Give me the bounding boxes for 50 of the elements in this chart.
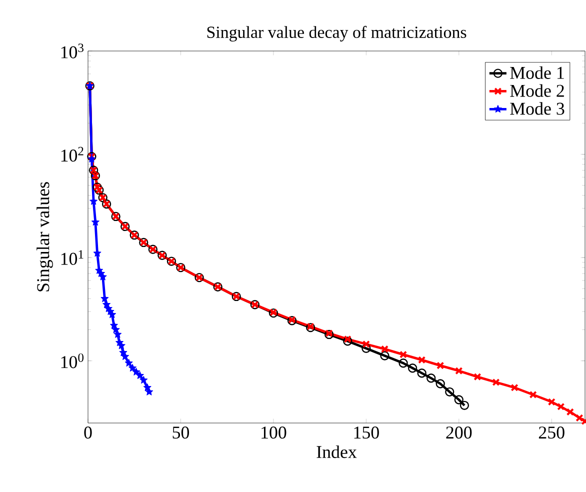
point — [455, 367, 463, 375]
point — [454, 395, 464, 404]
point — [344, 335, 352, 344]
x-tick-label: 0 — [84, 426, 92, 439]
point — [408, 364, 418, 373]
point — [114, 330, 122, 338]
point — [124, 358, 133, 367]
point — [140, 376, 148, 384]
point — [510, 384, 518, 392]
y-axis-title: Singular values — [36, 182, 53, 292]
point — [380, 351, 390, 360]
chart-title: Singular value decay of matricizations — [207, 26, 466, 42]
point — [343, 336, 352, 346]
point — [399, 350, 408, 358]
point — [98, 272, 107, 280]
point — [492, 378, 500, 386]
y-tick-label: 10$^{3}$ — [61, 44, 84, 58]
point — [132, 368, 140, 376]
legend-label: Mode 3 — [510, 102, 564, 115]
point — [362, 344, 371, 353]
point — [128, 364, 137, 372]
point — [362, 340, 370, 348]
legend-label: Mode 2 — [510, 84, 564, 97]
point — [426, 374, 436, 383]
point — [557, 402, 565, 410]
point — [529, 390, 537, 399]
y-tick-label: 10$^{1}$ — [61, 250, 84, 265]
point — [418, 356, 426, 364]
point — [136, 371, 144, 380]
x-tick-label: 100 — [262, 426, 286, 439]
x-tick-label: 50 — [172, 426, 190, 439]
x-axis-title: Index — [316, 445, 357, 458]
y-tick-label: 10$^{0}$ — [61, 353, 84, 368]
point — [474, 373, 482, 381]
x-tick-label: 150 — [354, 426, 379, 439]
point — [145, 388, 154, 396]
point — [460, 400, 470, 410]
point — [445, 387, 454, 396]
legend-label: Mode 1 — [510, 66, 564, 79]
y-tick-label: 10$^{2}$ — [61, 146, 84, 162]
point — [566, 408, 574, 416]
point — [398, 358, 408, 368]
point — [436, 379, 445, 388]
x-tick-label: 250 — [538, 426, 564, 439]
point — [380, 345, 389, 353]
x-tick-label: 200 — [446, 426, 472, 439]
point — [417, 368, 426, 378]
point — [436, 362, 444, 370]
point — [121, 352, 130, 360]
point — [548, 398, 556, 406]
